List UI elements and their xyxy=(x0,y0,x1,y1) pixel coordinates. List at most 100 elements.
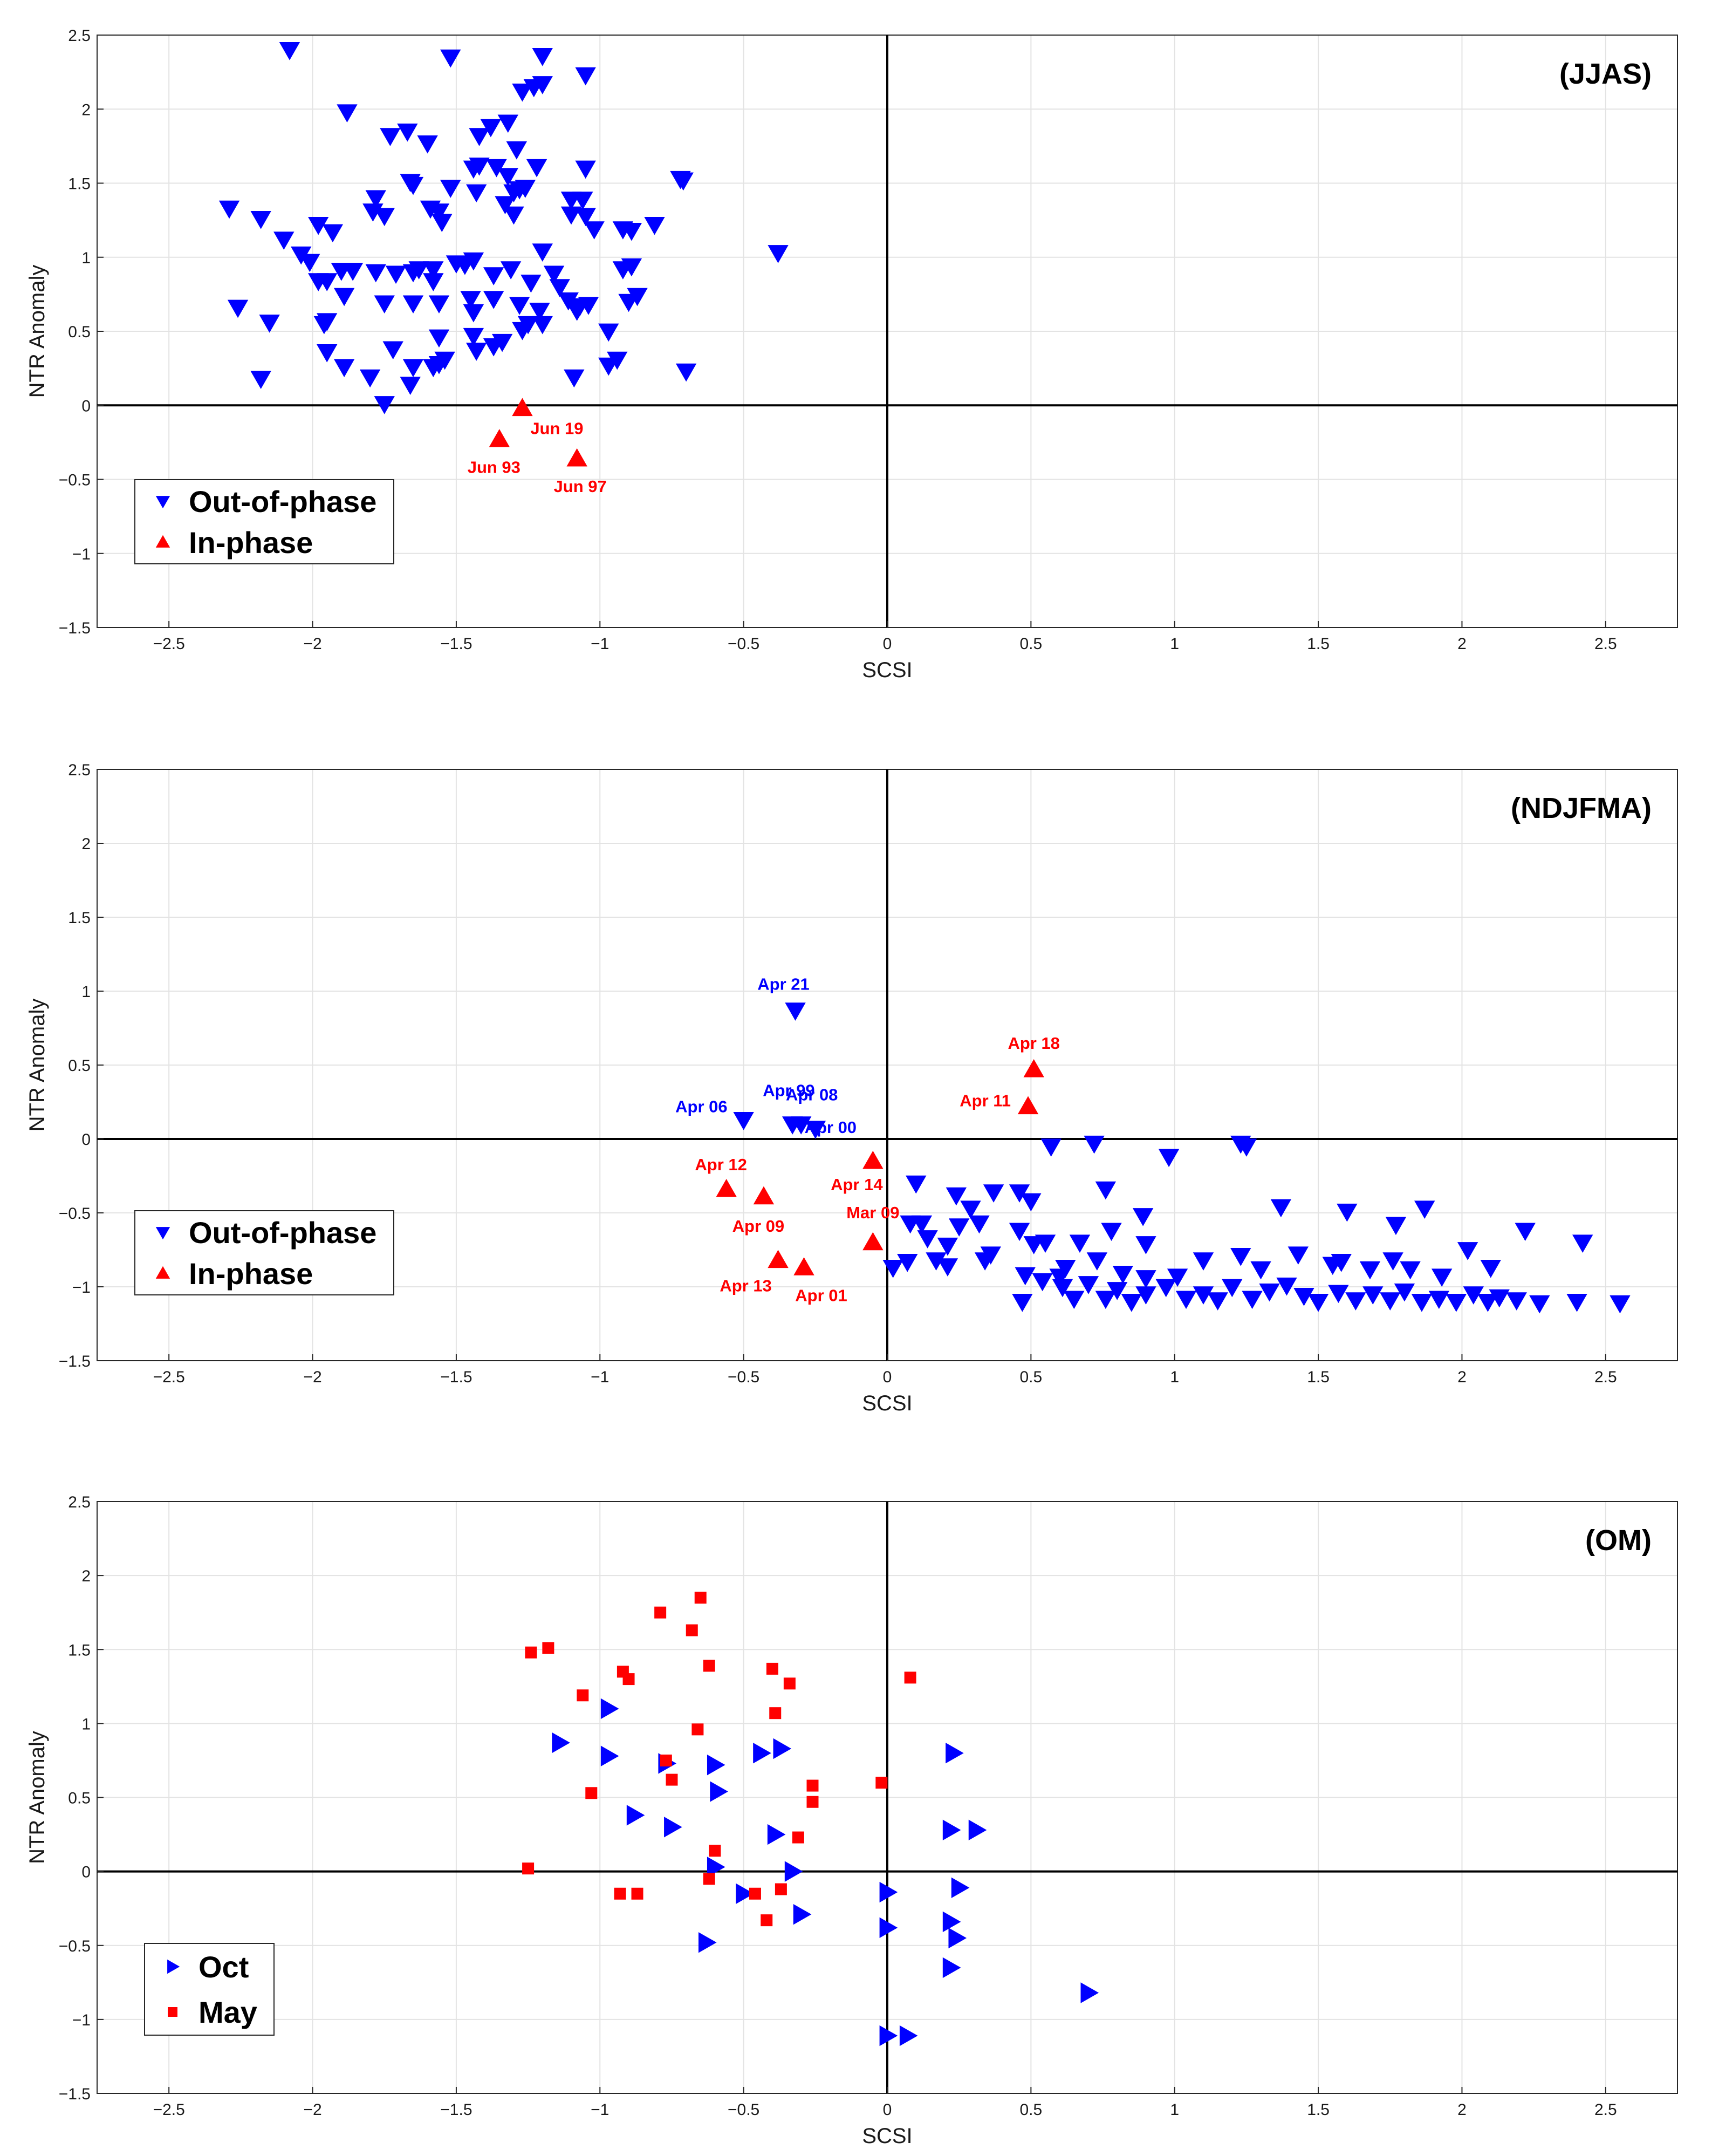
data-point xyxy=(575,160,596,179)
data-point xyxy=(946,1743,964,1764)
data-point xyxy=(308,216,329,235)
data-point xyxy=(1095,1181,1117,1200)
data-point xyxy=(768,1250,789,1268)
data-point xyxy=(1023,1059,1044,1077)
data-point xyxy=(1032,1273,1053,1292)
data-point xyxy=(707,1754,725,1776)
y-tick-label: 0.5 xyxy=(68,323,91,341)
data-point xyxy=(969,1215,990,1234)
y-tick-label: −0.5 xyxy=(59,472,91,489)
y-axis-label: NTR Anomaly xyxy=(25,1731,49,1864)
data-point xyxy=(1380,1292,1401,1311)
data-point xyxy=(793,1903,812,1925)
data-point xyxy=(960,1200,981,1219)
data-point xyxy=(299,254,320,272)
data-point xyxy=(1155,1279,1176,1298)
x-tick-label: 0 xyxy=(883,1368,892,1386)
data-point xyxy=(761,1914,773,1927)
x-tick-label: −2 xyxy=(303,1368,321,1386)
x-tick-label: 0.5 xyxy=(1020,1368,1043,1386)
data-point xyxy=(250,210,271,229)
data-point xyxy=(585,1787,598,1799)
data-point xyxy=(322,224,344,243)
data-point xyxy=(942,1819,961,1841)
data-point xyxy=(342,263,364,281)
x-tick-label: −1.5 xyxy=(440,635,472,653)
data-point xyxy=(1086,1252,1108,1271)
data-point xyxy=(806,1779,819,1792)
data-point xyxy=(486,159,507,178)
data-point xyxy=(1572,1234,1593,1253)
data-point xyxy=(1135,1236,1156,1254)
legend: Out-of-phase In-phase xyxy=(134,479,394,564)
legend-label: In-phase xyxy=(189,526,313,560)
point-annotation: Apr 11 xyxy=(960,1091,1011,1110)
data-point xyxy=(942,1911,961,1933)
data-point xyxy=(773,1738,792,1759)
data-point xyxy=(1135,1286,1156,1305)
panel-jjas: −2.5 −2 −1.5 −1 −0.5 0 0.5 1 1.5 2 2.5 −1.5 −1 −0.5 0 0… xyxy=(25,27,1678,682)
data-point xyxy=(785,1002,806,1021)
data-point xyxy=(432,214,453,233)
data-point xyxy=(417,135,438,154)
data-point xyxy=(1529,1295,1550,1314)
data-point xyxy=(621,258,642,277)
data-point xyxy=(469,128,490,146)
data-point xyxy=(463,328,484,346)
data-point xyxy=(694,1592,707,1604)
data-point xyxy=(428,295,450,314)
y-tick-label: −0.5 xyxy=(59,1937,91,1955)
data-point xyxy=(572,192,593,210)
data-point xyxy=(607,351,628,370)
data-point xyxy=(512,83,533,102)
legend-label: May xyxy=(198,1995,257,2029)
data-point xyxy=(614,1887,626,1900)
legend-box xyxy=(144,1943,275,2036)
y-tick-label: 2 xyxy=(81,1567,91,1585)
data-point xyxy=(1009,1184,1030,1203)
data-point xyxy=(382,341,403,360)
data-point xyxy=(434,351,455,370)
series-in-phase: Apr 18 Apr 11 Apr 12 Apr 09 Apr 14 Mar 09 Apr … xyxy=(695,1034,1060,1305)
data-point xyxy=(631,1887,643,1900)
data-point xyxy=(1112,1265,1134,1284)
y-tick-label: 2.5 xyxy=(68,1493,91,1511)
data-point xyxy=(509,297,530,315)
data-point xyxy=(904,1671,916,1684)
data-point xyxy=(374,208,395,227)
data-point xyxy=(703,1873,715,1885)
data-point xyxy=(1193,1252,1214,1271)
data-point xyxy=(1250,1261,1271,1280)
x-axis-label: SCSI xyxy=(862,1391,912,1415)
data-point xyxy=(1345,1292,1366,1311)
y-tick-label: 0.5 xyxy=(68,1790,91,1807)
data-point xyxy=(532,76,553,94)
panel-om: −2.5 −2 −1.5 −1 −0.5 0 0.5 1 1.5 2 2.5 −1.5 −1 −0.5 0 0… xyxy=(25,1493,1678,2148)
data-point xyxy=(917,1230,938,1248)
data-point xyxy=(1428,1291,1450,1309)
x-tick-label: −2 xyxy=(303,635,321,653)
data-point xyxy=(400,377,421,395)
data-point xyxy=(783,1677,796,1690)
legend-marker xyxy=(155,1266,170,1279)
data-point xyxy=(862,1150,884,1169)
data-point xyxy=(1446,1294,1467,1312)
data-point xyxy=(1431,1268,1453,1287)
x-tick-label: −2.5 xyxy=(153,2101,185,2119)
panel-title: (JJAS) xyxy=(1559,58,1652,90)
y-tick-label: −1 xyxy=(72,545,91,563)
data-point xyxy=(875,1777,888,1789)
x-tick-label: −1.5 xyxy=(440,1368,472,1386)
data-point xyxy=(569,298,591,317)
legend-box xyxy=(134,479,394,564)
data-point xyxy=(716,1178,737,1197)
data-point xyxy=(1515,1223,1536,1241)
data-point xyxy=(374,396,395,414)
x-axis-label: SCSI xyxy=(862,658,912,682)
x-tick-label: 1 xyxy=(1170,2101,1179,2119)
point-annotation: Apr 06 xyxy=(675,1097,727,1116)
data-point xyxy=(1385,1217,1407,1236)
data-point xyxy=(753,1743,771,1764)
data-point xyxy=(1207,1292,1228,1311)
data-point xyxy=(1080,1982,1099,2003)
